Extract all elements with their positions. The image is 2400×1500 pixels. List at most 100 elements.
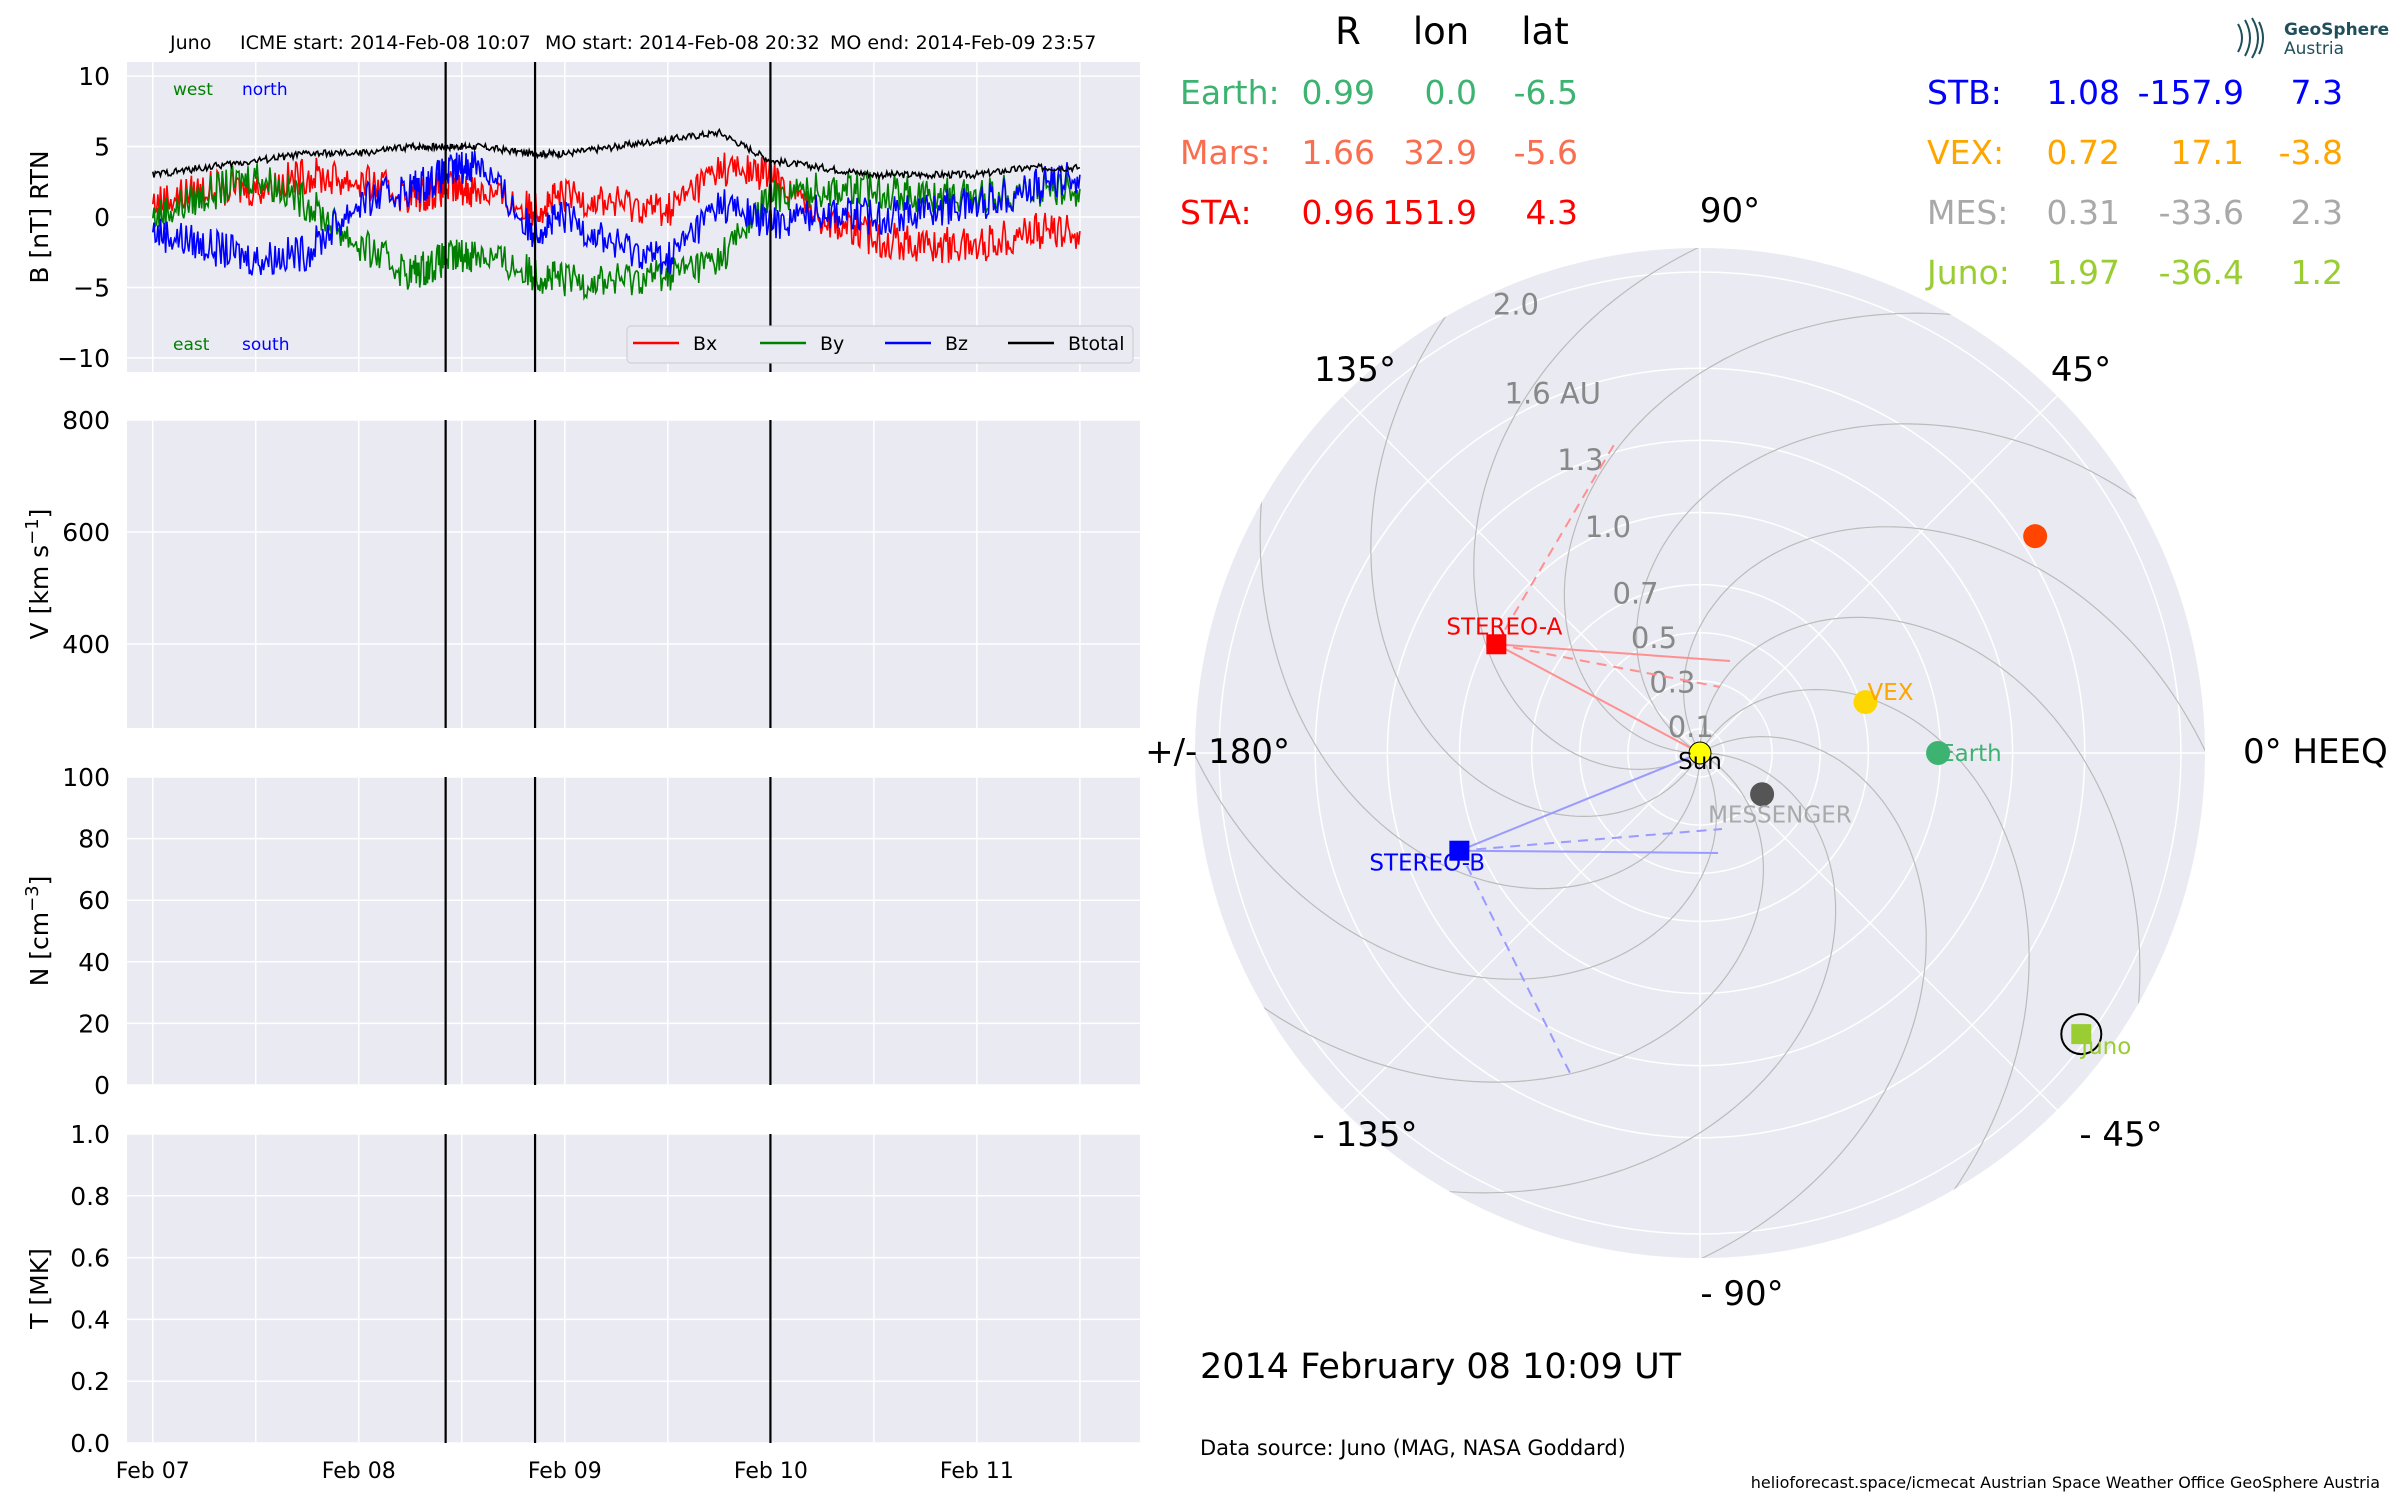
sta-fov-line <box>1496 643 1721 688</box>
angle-label: - 45° <box>2079 1115 2162 1155</box>
column-lon: lon <box>1413 10 1469 53</box>
series-group <box>152 127 1081 301</box>
table-row-lon: -36.4 <box>2159 253 2244 292</box>
table-row-r: 0.99 <box>1302 73 1375 112</box>
y-axis-label-main: N [cm <box>25 912 54 987</box>
sta-fov-line <box>1495 442 1616 645</box>
y-axis-label-close: ] <box>25 509 54 519</box>
legend-entry: By <box>820 333 844 355</box>
angle-label: - 90° <box>1700 1274 1783 1314</box>
stereo-fov-lines <box>1458 442 1731 1074</box>
table-row-lat: -3.8 <box>2279 133 2343 172</box>
y-tick-label: 0 <box>94 203 110 232</box>
y-axis-label: V [km s−1] <box>22 509 54 640</box>
y-tick-label: 20 <box>78 1009 110 1038</box>
polar-ring <box>1386 439 2014 1067</box>
polar-plot: 0.1 0.3 0.5 0.7 1.0 1.3 1.6 AU 2.0 0° HEEQ 45° 90°… <box>1145 191 2388 1314</box>
radial-label: 0.5 <box>1631 621 1677 655</box>
y-tick-label: 0.8 <box>70 1182 110 1211</box>
table-row-name: Earth: <box>1180 73 1280 112</box>
panel-background <box>127 1134 1140 1443</box>
polar-ring <box>1218 271 2182 1235</box>
y-tick-label: 10 <box>78 62 110 91</box>
y-tick-label: 100 <box>62 763 110 792</box>
legend: Bx By Bz Btotal <box>626 325 1134 364</box>
table-row-lat: 4.3 <box>1526 193 1578 232</box>
table-row-lat: -6.5 <box>1514 73 1578 112</box>
table-row-lat: 2.3 <box>2291 193 2343 232</box>
body-sun: Sun <box>1678 741 1722 775</box>
legend-entry: Bx <box>693 333 717 355</box>
date-label: 2014 February 08 10:09 UT <box>1200 1347 1682 1387</box>
radial-label: 0.3 <box>1649 665 1695 699</box>
body-label: STEREO-B <box>1369 851 1485 877</box>
table-row-r: 0.72 <box>2047 133 2120 172</box>
body-label: VEX <box>1867 680 1913 706</box>
table-row-lat: -5.6 <box>1514 133 1578 172</box>
spacecraft-label: Juno <box>169 32 211 54</box>
body-label: Juno <box>2079 1034 2131 1060</box>
parker-spirals <box>1195 248 2205 1258</box>
body-stereo-b: STEREO-B <box>1369 840 1485 877</box>
parker-spiral <box>1635 423 2205 752</box>
stb-fov-line <box>1459 849 1719 854</box>
panel-temperature: 1.0 0.8 0.6 0.4 0.2 0.0 T [MK] Feb 07 Feb 08 Feb … <box>25 1120 1140 1484</box>
table-row-r: 0.31 <box>2047 193 2120 232</box>
radial-label: 1.6 AU <box>1505 377 1601 411</box>
series-line-btotal <box>152 127 1081 181</box>
y-tick-label: 0.4 <box>70 1305 110 1334</box>
logo-line2: Austria <box>2284 39 2344 59</box>
parker-spiral <box>1195 658 1718 980</box>
body-marker <box>2023 524 2048 549</box>
x-tick-label: Feb 11 <box>940 1459 1014 1484</box>
parker-spiral <box>1259 400 1701 890</box>
table-row-name: VEX: <box>1927 133 2004 172</box>
table-row-lon: -157.9 <box>2138 73 2244 112</box>
body-label: STEREO-A <box>1446 614 1562 640</box>
table-row-lon: -33.6 <box>2159 193 2244 232</box>
y-tick-label: 80 <box>78 825 110 854</box>
y-tick-label: 1.0 <box>70 1120 110 1149</box>
radial-label: 1.0 <box>1585 510 1631 544</box>
y-axis-label-sup: −3 <box>22 885 43 912</box>
angle-label: 45° <box>2051 350 2111 390</box>
radial-label: 0.1 <box>1668 710 1714 744</box>
annotation-west: west <box>173 80 213 100</box>
x-tick-label: Feb 09 <box>528 1459 602 1484</box>
angle-label: +/- 180° <box>1145 732 1290 772</box>
sta-fov-line <box>1496 643 1731 662</box>
body-marker <box>1926 741 1951 765</box>
polar-spoke <box>1699 395 2058 754</box>
y-tick-label: 0.2 <box>70 1367 110 1396</box>
angle-label: 90° <box>1700 191 1760 231</box>
panel-background <box>127 777 1140 1085</box>
body-earth: Earth <box>1926 741 2002 767</box>
sta-fov-line <box>1495 643 1701 754</box>
y-tick-label: −10 <box>57 344 110 373</box>
parker-spiral <box>1195 754 1765 1083</box>
data-source-label: Data source: Juno (MAG, NASA Goddard) <box>1200 1436 1626 1460</box>
parker-spiral <box>1347 752 1837 1194</box>
y-axis-label: T [MK] <box>25 1248 54 1330</box>
y-axis-label-close: ] <box>25 876 54 886</box>
parker-spiral <box>1701 688 2030 1258</box>
column-r: R <box>1335 10 1361 53</box>
series-line-bz <box>152 151 1081 276</box>
body-label: MESSENGER <box>1708 802 1852 828</box>
panel-background <box>127 420 1140 728</box>
angle-label: 0° HEEQ <box>2243 732 2388 772</box>
parker-spiral <box>1563 312 2053 754</box>
y-axis-label-sup: −1 <box>22 518 43 545</box>
table-row-r: 1.08 <box>2047 73 2120 112</box>
x-tick-label: Feb 10 <box>734 1459 808 1484</box>
polar-ring <box>1627 680 1773 826</box>
parker-spiral <box>1699 616 2141 1106</box>
mo-end-label: MO end: 2014-Feb-09 23:57 <box>830 32 1096 54</box>
body-stereo-a: STEREO-A <box>1446 614 1563 655</box>
stb-fov-line <box>1458 850 1571 1074</box>
y-tick-label: 800 <box>62 406 110 435</box>
body-vex: VEX <box>1853 680 1914 715</box>
y-tick-label: 5 <box>94 133 110 162</box>
body-juno: Juno <box>2060 1013 2131 1060</box>
